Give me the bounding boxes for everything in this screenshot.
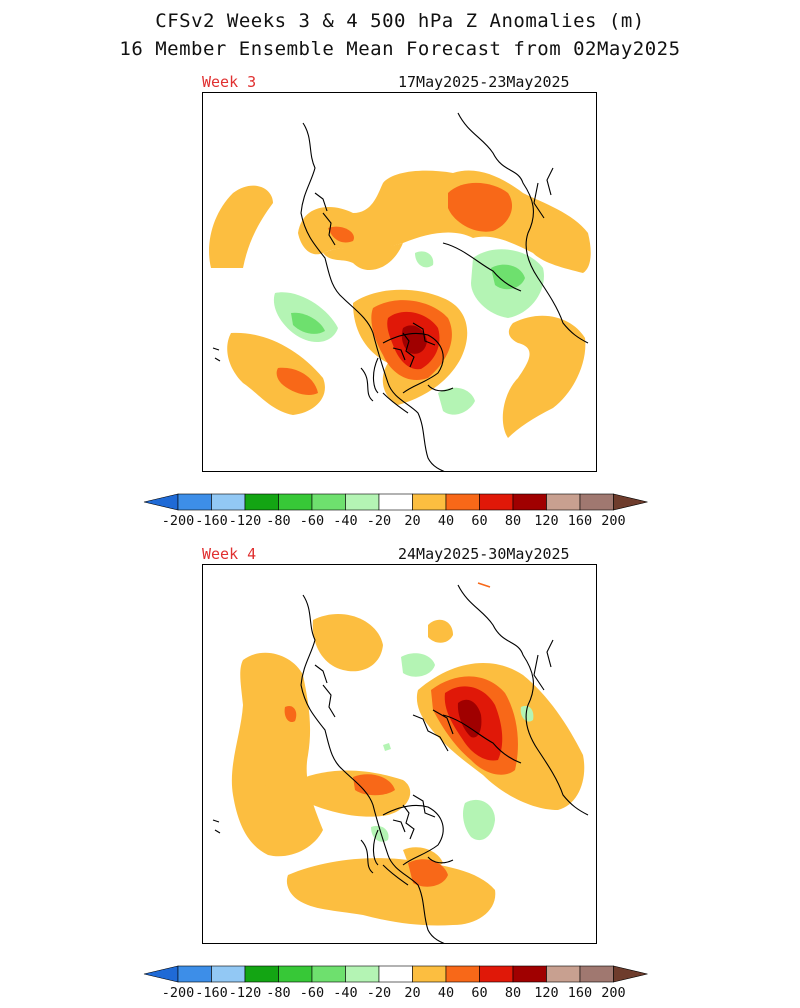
- colorbar-tick-label: 80: [504, 513, 522, 529]
- colorbar-week4-tick-labels: -200 -160 -120 -80 -60 -40 -20 20 40 60 80 120 160 20…: [140, 985, 660, 1001]
- colorbar-tick-label: 40: [437, 513, 455, 529]
- colorbar-tick-label: -160: [195, 513, 228, 529]
- week3-coastlines: [212, 112, 589, 471]
- colorbar-swatch: [278, 965, 313, 983]
- colorbar-high-arrow: [613, 493, 648, 511]
- colorbar-tick-label: -20: [366, 985, 392, 1001]
- week4-date-range: 24May2025-30May2025: [398, 545, 570, 563]
- colorbar-tick-label: -40: [333, 513, 358, 529]
- colorbar-swatch: [244, 493, 279, 511]
- colorbar-week4-swatches: [143, 965, 648, 983]
- colorbar-tick-label: -20: [366, 513, 392, 529]
- colorbar-tick-label: 40: [437, 985, 455, 1001]
- colorbar-tick-label: -120: [228, 513, 262, 529]
- colorbar-swatch: [378, 965, 413, 983]
- colorbar-swatch: [211, 493, 246, 511]
- colorbar-tick-label: 80: [504, 985, 522, 1001]
- figure-title: CFSv2 Weeks 3 & 4 500 hPa Z Anomalies (m…: [155, 10, 645, 32]
- week4-label: Week 4: [202, 545, 257, 563]
- week3-label: Week 3: [202, 73, 257, 91]
- week4-coastlines: [212, 584, 589, 943]
- colorbar-swatch: [412, 965, 447, 983]
- colorbar-tick-label: 20: [404, 513, 421, 529]
- figure-subtitle: 16 Member Ensemble Mean Forecast from 02…: [119, 38, 681, 60]
- colorbar-tick-label: 200: [601, 985, 626, 1001]
- colorbar-tick-label: -200: [161, 985, 195, 1001]
- colorbar-tick-label: -60: [299, 513, 325, 529]
- colorbar-swatch: [512, 493, 547, 511]
- colorbar-low-arrow: [143, 493, 179, 511]
- colorbar-week3: -200 -160 -120 -80 -60 -40 -20 20 40 60 80 120 160 20…: [140, 492, 660, 536]
- colorbar-tick-label: -80: [266, 513, 291, 529]
- week3-date-range: 17May2025-23May2025: [398, 73, 570, 91]
- colorbar-swatch: [445, 493, 480, 511]
- week3-map: [202, 92, 597, 472]
- colorbar-low-arrow: [143, 965, 179, 983]
- colorbar-swatch: [278, 493, 313, 511]
- week3-anomaly-field: [209, 112, 591, 471]
- colorbar-tick-label: -40: [333, 985, 358, 1001]
- colorbar-swatch: [244, 965, 279, 983]
- colorbar-week3-swatches: [143, 493, 648, 511]
- colorbar-tick-label: -120: [228, 985, 262, 1001]
- colorbar-swatch: [311, 965, 346, 983]
- colorbar-tick-label: 60: [471, 985, 488, 1001]
- colorbar-tick-label: -60: [299, 985, 325, 1001]
- colorbar-tick-label: 200: [601, 513, 626, 529]
- colorbar-tick-label: 120: [534, 513, 559, 529]
- colorbar-tick-label: -160: [195, 985, 228, 1001]
- colorbar-swatch: [546, 493, 581, 511]
- colorbar-swatch: [311, 493, 346, 511]
- colorbar-tick-label: -200: [161, 513, 195, 529]
- colorbar-swatch: [345, 493, 380, 511]
- colorbar-high-arrow: [613, 965, 648, 983]
- colorbar-week4: -200 -160 -120 -80 -60 -40 -20 20 40 60 80 120 160 20…: [140, 964, 660, 1008]
- colorbar-swatch: [445, 965, 480, 983]
- colorbar-tick-label: 20: [404, 985, 421, 1001]
- colorbar-swatch: [177, 493, 212, 511]
- colorbar-swatch: [211, 965, 246, 983]
- week4-anomaly-field: [212, 582, 589, 943]
- colorbar-tick-label: 160: [567, 513, 593, 529]
- colorbar-week3-tick-labels: -200 -160 -120 -80 -60 -40 -20 20 40 60 80 120 160 20…: [140, 513, 660, 529]
- colorbar-tick-label: 120: [534, 985, 559, 1001]
- colorbar-swatch: [479, 965, 514, 983]
- colorbar-tick-label: -80: [266, 985, 291, 1001]
- colorbar-swatch: [579, 965, 614, 983]
- colorbar-tick-label: 160: [567, 985, 593, 1001]
- colorbar-swatch: [546, 965, 581, 983]
- colorbar-swatch: [479, 493, 514, 511]
- colorbar-swatch: [345, 965, 380, 983]
- colorbar-swatch: [412, 493, 447, 511]
- colorbar-swatch: [579, 493, 614, 511]
- colorbar-swatch: [378, 493, 413, 511]
- colorbar-swatch: [177, 965, 212, 983]
- colorbar-tick-label: 60: [471, 513, 488, 529]
- colorbar-swatch: [512, 965, 547, 983]
- week4-map: [202, 564, 597, 944]
